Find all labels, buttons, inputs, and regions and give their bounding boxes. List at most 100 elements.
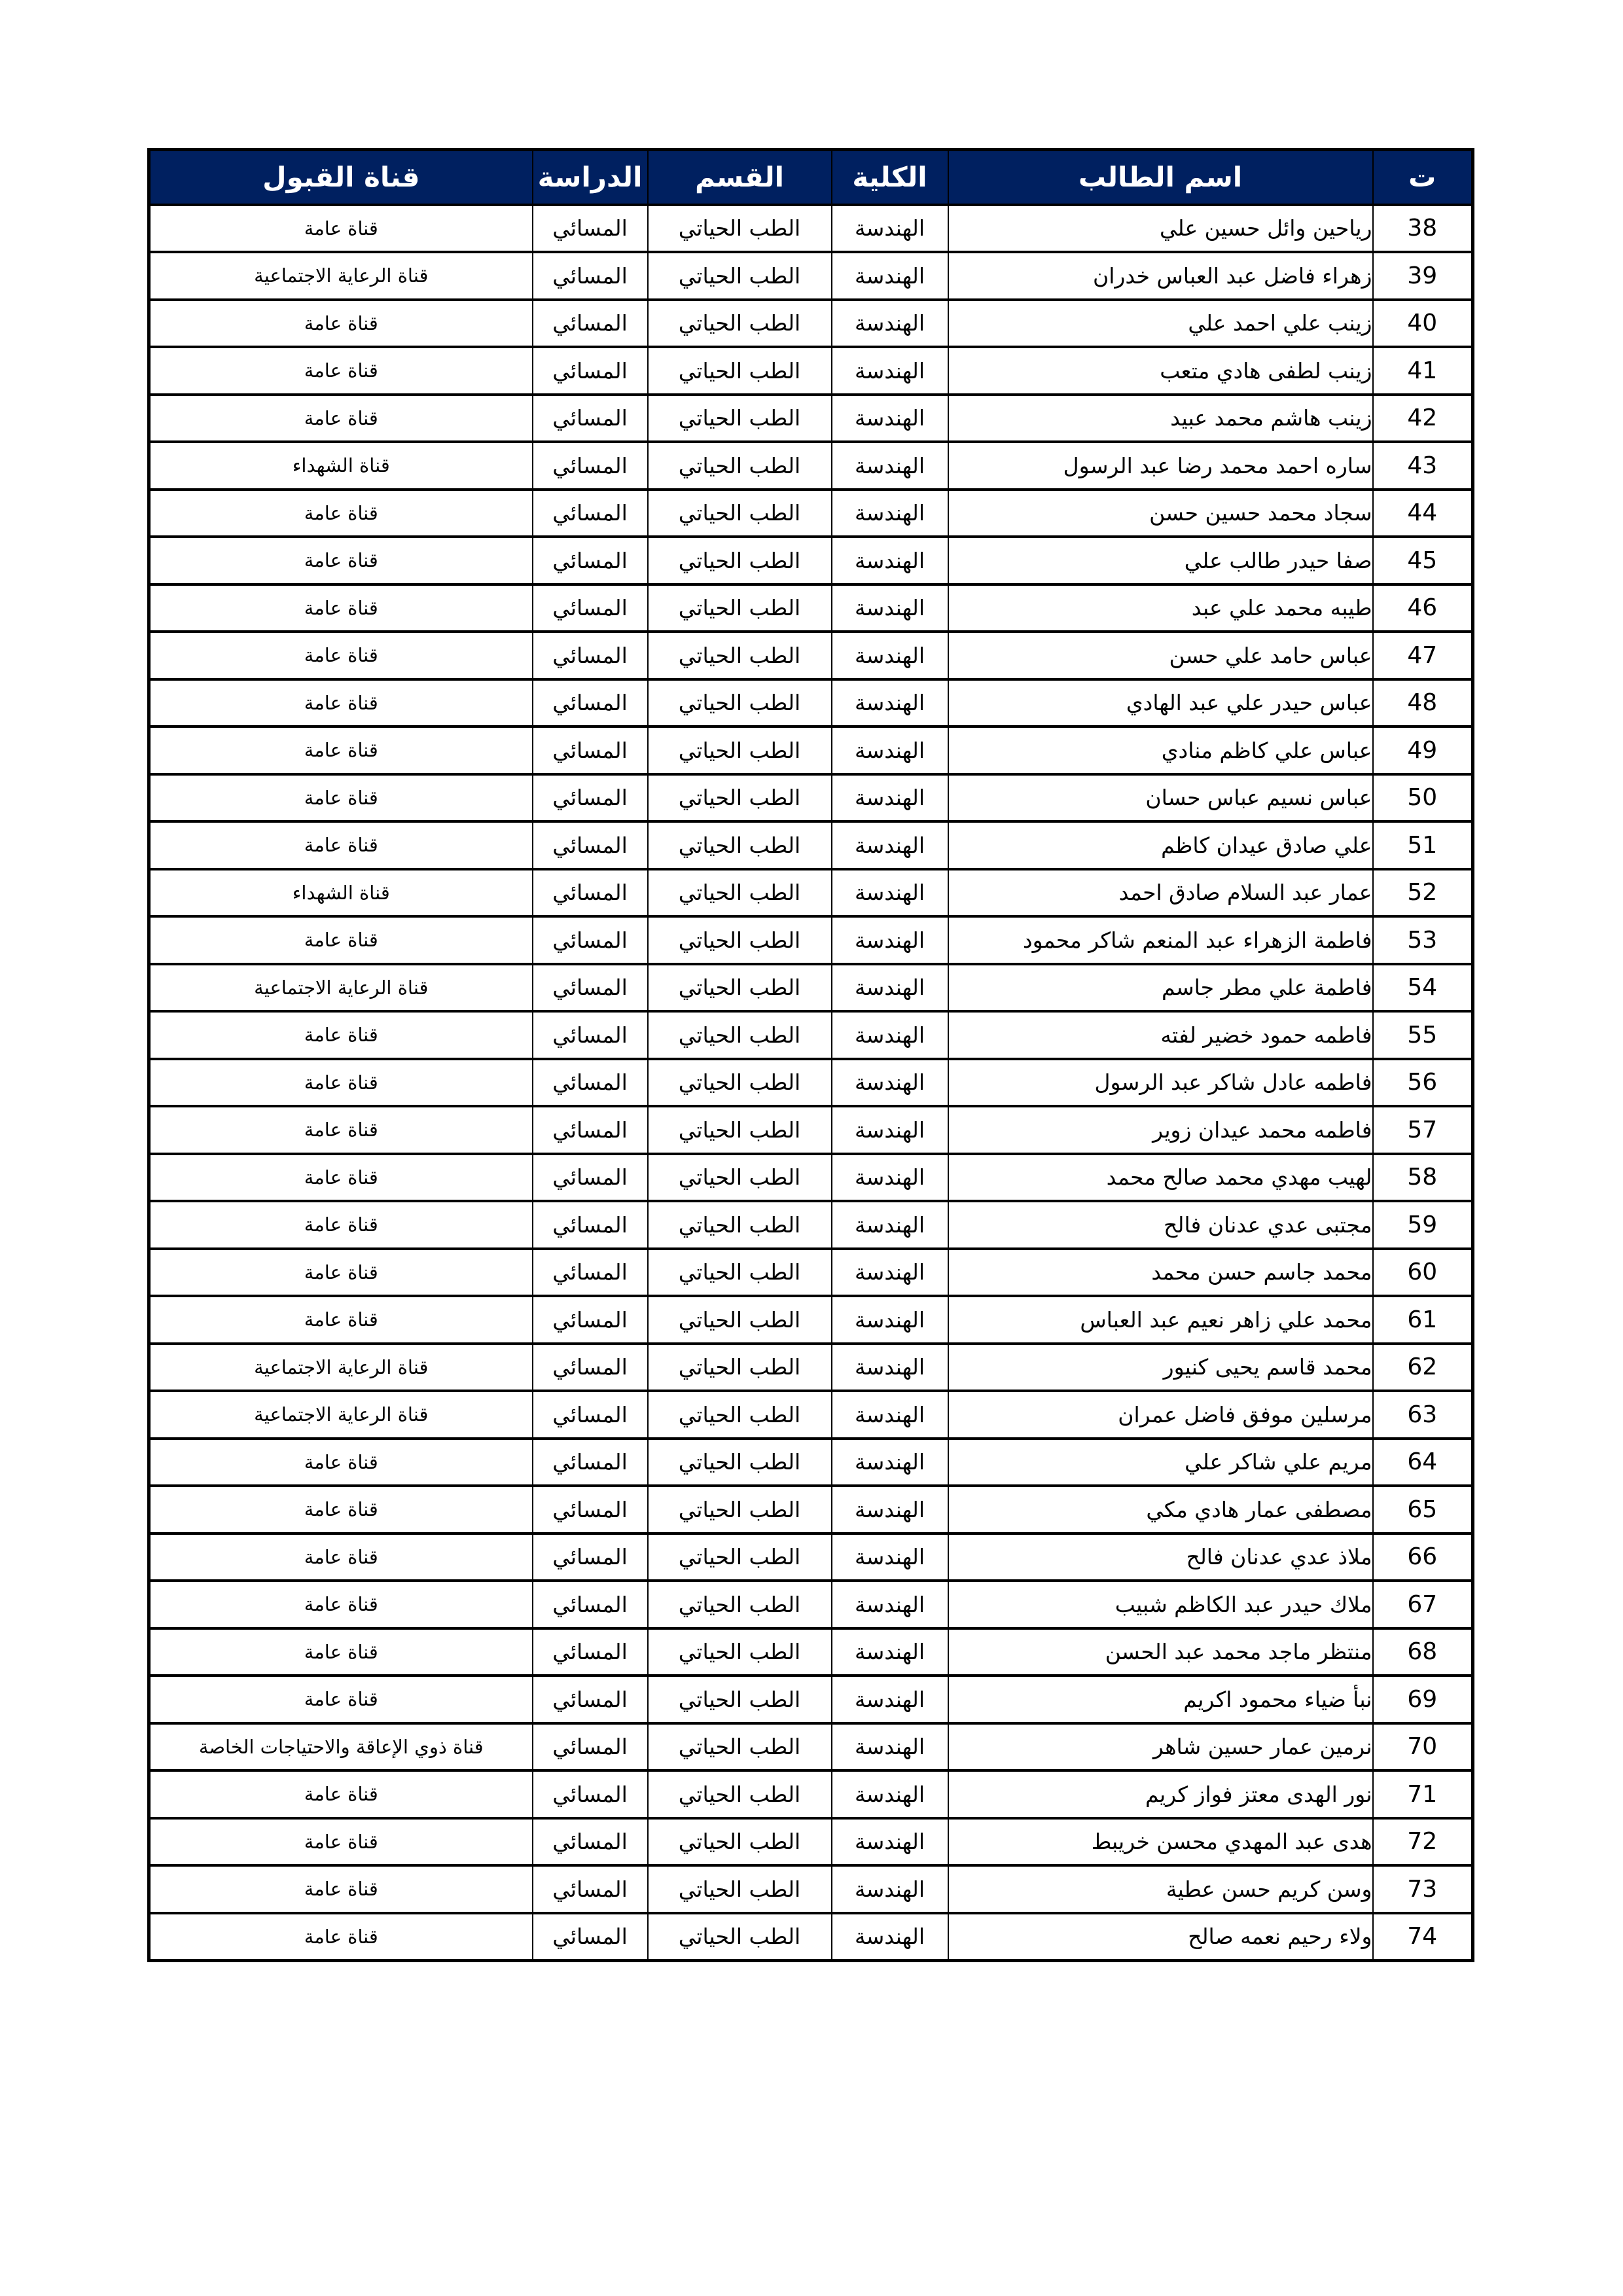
cell-college: الهندسة: [830, 1247, 949, 1297]
cell-college: الهندسة: [830, 1579, 949, 1630]
cell-student-name: نبأ ضياء محمود اكريم: [947, 1674, 1374, 1725]
cell-student-name: منتظر ماجد محمد عبد الحسن: [947, 1626, 1374, 1677]
table-row: 70 نرمين عمار حسين شاهر الهندسة الطب الحيات…: [148, 1721, 1474, 1772]
cell-department: الطب الحياتي: [647, 583, 832, 633]
cell-admission-channel: قناة عامة: [148, 1200, 533, 1250]
cell-college: الهندسة: [830, 820, 949, 870]
cell-index: 56: [1372, 1057, 1474, 1107]
cell-student-name: زهراء فاضل عبد العباس خدران: [947, 251, 1374, 301]
table-row: 58 لهيب مهدي محمد صالح محمد الهندسة الطب ال…: [148, 1152, 1474, 1202]
cell-student-name: رياحين وائل حسين علي: [947, 203, 1374, 253]
cell-admission-channel: قناة عامة: [148, 1295, 533, 1345]
cell-college: الهندسة: [830, 677, 949, 728]
table-row: 72 هدى عبد المهدي محسن خريبط الهندسة الطب ا…: [148, 1816, 1474, 1867]
cell-college: الهندسة: [830, 1911, 949, 1962]
cell-student-name: ملاك حيدر عبد الكاظم شبيب: [947, 1579, 1374, 1630]
table-row: 40 زينب علي احمد علي الهندسة الطب الحياتي ال…: [148, 298, 1474, 348]
cell-student-name: زينب علي احمد علي: [947, 298, 1374, 348]
cell-index: 60: [1372, 1247, 1474, 1297]
cell-study: المسائي: [531, 440, 649, 491]
cell-college: الهندسة: [830, 535, 949, 586]
cell-student-name: نرمين عمار حسين شاهر: [947, 1721, 1374, 1772]
cell-student-name: طيبه محمد علي عبد: [947, 583, 1374, 633]
cell-college: الهندسة: [830, 1674, 949, 1725]
cell-study: المسائي: [531, 772, 649, 823]
cell-department: الطب الحياتي: [647, 820, 832, 870]
cell-admission-channel: قناة عامة: [148, 393, 533, 443]
column-header-admission-channel: قناة القبول: [148, 148, 533, 206]
table-row: 45 صفا حيدر طالب علي الهندسة الطب الحياتي ال…: [148, 535, 1474, 586]
table-row: 60 محمد جاسم حسن محمد الهندسة الطب الحياتي ا…: [148, 1247, 1474, 1297]
cell-admission-channel: قناة الرعاية الاجتماعية: [148, 251, 533, 301]
cell-college: الهندسة: [830, 630, 949, 681]
cell-admission-channel: قناة عامة: [148, 1247, 533, 1297]
cell-department: الطب الحياتي: [647, 298, 832, 348]
table-row: 61 محمد علي زاهر نعيم عبد العباس الهندسة ال…: [148, 1295, 1474, 1345]
cell-index: 47: [1372, 630, 1474, 681]
cell-index: 40: [1372, 298, 1474, 348]
table-row: 49 عباس علي كاظم منادي الهندسة الطب الحياتي…: [148, 725, 1474, 776]
cell-study: المسائي: [531, 1626, 649, 1677]
cell-student-name: نور الهدى معتز فواز كريم: [947, 1769, 1374, 1820]
table-row: 63 مرسلين موفق فاضل عمران الهندسة الطب الحي…: [148, 1390, 1474, 1440]
cell-department: الطب الحياتي: [647, 1721, 832, 1772]
cell-index: 64: [1372, 1437, 1474, 1487]
cell-college: الهندسة: [830, 1010, 949, 1060]
column-header-student-name: اسم الطالب: [947, 148, 1374, 206]
cell-college: الهندسة: [830, 488, 949, 538]
cell-admission-channel: قناة الشهداء: [148, 867, 533, 918]
cell-index: 72: [1372, 1816, 1474, 1867]
cell-index: 61: [1372, 1295, 1474, 1345]
cell-student-name: زينب لطفى هادي متعب: [947, 346, 1374, 396]
cell-study: المسائي: [531, 1010, 649, 1060]
cell-index: 45: [1372, 535, 1474, 586]
cell-department: الطب الحياتي: [647, 1864, 832, 1914]
cell-department: الطب الحياتي: [647, 772, 832, 823]
cell-admission-channel: قناة عامة: [148, 677, 533, 728]
cell-admission-channel: قناة عامة: [148, 820, 533, 870]
cell-student-name: مصطفى عمار هادي مكي: [947, 1484, 1374, 1535]
cell-admission-channel: قناة عامة: [148, 772, 533, 823]
cell-student-name: محمد قاسم يحيى كنيور: [947, 1342, 1374, 1392]
cell-admission-channel: قناة عامة: [148, 203, 533, 253]
table-row: 39 زهراء فاضل عبد العباس خدران الهندسة الطب…: [148, 251, 1474, 301]
cell-department: الطب الحياتي: [647, 1152, 832, 1202]
cell-index: 68: [1372, 1626, 1474, 1677]
cell-study: المسائي: [531, 488, 649, 538]
cell-study: المسائي: [531, 1816, 649, 1867]
column-header-index: ت: [1372, 148, 1474, 206]
cell-index: 54: [1372, 962, 1474, 1013]
cell-admission-channel: قناة عامة: [148, 346, 533, 396]
cell-student-name: فاطمه عادل شاكر عبد الرسول: [947, 1057, 1374, 1107]
cell-study: المسائي: [531, 1390, 649, 1440]
cell-college: الهندسة: [830, 1626, 949, 1677]
table-row: 44 سجاد محمد حسين حسن الهندسة الطب الحياتي ا…: [148, 488, 1474, 538]
table-row: 42 زينب هاشم محمد عبيد الهندسة الطب الحياتي…: [148, 393, 1474, 443]
cell-college: الهندسة: [830, 1437, 949, 1487]
table-row: 69 نبأ ضياء محمود اكريم الهندسة الطب الحيات…: [148, 1674, 1474, 1725]
cell-student-name: علي صادق عيدان كاظم: [947, 820, 1374, 870]
cell-study: المسائي: [531, 725, 649, 776]
cell-college: الهندسة: [830, 203, 949, 253]
table-row: 50 عباس نسيم عباس حسان الهندسة الطب الحياتي…: [148, 772, 1474, 823]
cell-student-name: سجاد محمد حسين حسن: [947, 488, 1374, 538]
cell-department: الطب الحياتي: [647, 1437, 832, 1487]
cell-index: 65: [1372, 1484, 1474, 1535]
cell-index: 69: [1372, 1674, 1474, 1725]
cell-department: الطب الحياتي: [647, 1342, 832, 1392]
cell-student-name: مجتبى عدي عدنان فالح: [947, 1200, 1374, 1250]
cell-department: الطب الحياتي: [647, 962, 832, 1013]
cell-college: الهندسة: [830, 915, 949, 965]
cell-college: الهندسة: [830, 1105, 949, 1155]
cell-student-name: ولاء رحيم نعمه صالح: [947, 1911, 1374, 1962]
cell-department: الطب الحياتي: [647, 1295, 832, 1345]
cell-department: الطب الحياتي: [647, 1816, 832, 1867]
table-row: 57 فاطمه محمد عيدان زوير الهندسة الطب الحيا…: [148, 1105, 1474, 1155]
cell-college: الهندسة: [830, 1057, 949, 1107]
cell-department: الطب الحياتي: [647, 488, 832, 538]
table-row: 62 محمد قاسم يحيى كنيور الهندسة الطب الحيات…: [148, 1342, 1474, 1392]
table-row: 48 عباس حيدر علي عبد الهادي الهندسة الطب ال…: [148, 677, 1474, 728]
cell-index: 67: [1372, 1579, 1474, 1630]
cell-college: الهندسة: [830, 962, 949, 1013]
cell-study: المسائي: [531, 203, 649, 253]
